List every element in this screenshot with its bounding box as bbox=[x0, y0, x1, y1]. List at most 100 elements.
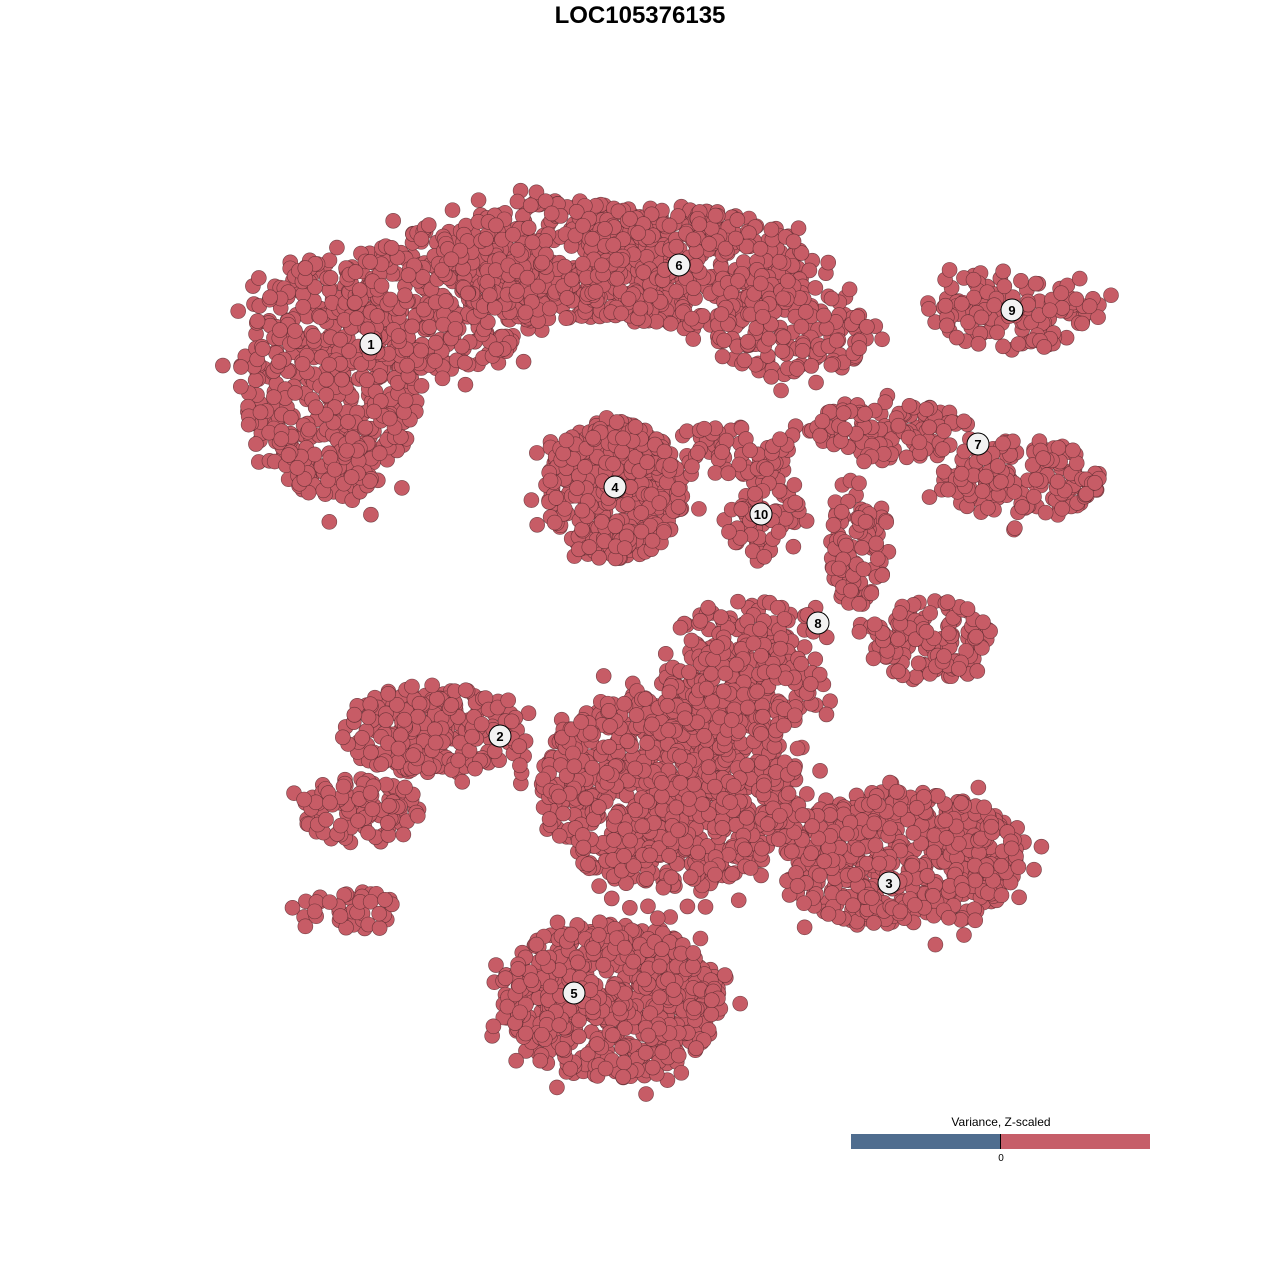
data-point bbox=[574, 255, 591, 272]
data-point bbox=[363, 506, 379, 523]
data-point bbox=[341, 343, 357, 359]
data-point bbox=[921, 489, 938, 505]
data-point bbox=[443, 697, 460, 713]
data-point bbox=[720, 465, 737, 482]
data-point bbox=[752, 275, 769, 292]
data-point bbox=[651, 989, 668, 1006]
data-point bbox=[796, 895, 812, 912]
data-point bbox=[587, 283, 604, 300]
data-point bbox=[812, 763, 828, 779]
data-point bbox=[585, 940, 602, 956]
data-point bbox=[888, 783, 905, 800]
data-point bbox=[346, 706, 363, 723]
data-point bbox=[904, 857, 921, 874]
data-point bbox=[758, 461, 775, 477]
data-point bbox=[362, 473, 378, 489]
data-point bbox=[993, 473, 1009, 490]
data-point bbox=[510, 961, 527, 977]
data-point bbox=[249, 313, 266, 329]
data-point bbox=[1071, 270, 1088, 287]
data-point bbox=[332, 331, 348, 348]
data-point bbox=[519, 269, 536, 286]
data-point bbox=[357, 419, 374, 436]
data-point bbox=[892, 801, 909, 817]
data-point bbox=[990, 458, 1006, 474]
data-point bbox=[865, 650, 882, 667]
data-point bbox=[272, 322, 288, 338]
data-point bbox=[845, 897, 861, 914]
data-point bbox=[326, 461, 343, 478]
data-point bbox=[397, 287, 413, 304]
data-point bbox=[874, 331, 890, 348]
data-point bbox=[918, 401, 935, 418]
data-point bbox=[373, 277, 390, 294]
data-point bbox=[703, 992, 720, 1008]
data-point bbox=[524, 234, 541, 251]
data-point bbox=[636, 971, 652, 988]
data-point bbox=[520, 220, 537, 236]
data-point bbox=[574, 502, 590, 519]
data-point bbox=[803, 358, 820, 374]
data-point bbox=[297, 918, 314, 935]
data-point bbox=[306, 446, 323, 463]
data-point bbox=[696, 420, 713, 437]
data-point bbox=[926, 844, 942, 861]
data-point bbox=[780, 273, 796, 289]
data-point bbox=[1037, 504, 1054, 521]
data-point bbox=[362, 785, 379, 801]
data-point bbox=[1081, 298, 1098, 314]
data-point bbox=[668, 238, 685, 255]
data-point bbox=[322, 270, 339, 286]
data-point bbox=[549, 914, 566, 931]
data-point bbox=[794, 343, 811, 359]
data-point bbox=[232, 378, 249, 395]
data-point bbox=[970, 336, 987, 352]
data-point bbox=[397, 779, 413, 796]
data-point bbox=[670, 1047, 687, 1064]
data-point bbox=[866, 915, 882, 931]
data-point bbox=[395, 826, 412, 843]
data-point bbox=[969, 663, 986, 679]
data-point bbox=[701, 236, 717, 252]
data-point bbox=[1013, 272, 1029, 289]
data-point bbox=[443, 251, 460, 268]
data-point bbox=[457, 682, 474, 699]
data-point bbox=[993, 887, 1010, 904]
data-point bbox=[929, 788, 946, 804]
data-point bbox=[812, 427, 828, 444]
data-point bbox=[385, 213, 401, 229]
data-point bbox=[371, 920, 388, 936]
data-point bbox=[522, 197, 539, 214]
data-point bbox=[520, 705, 537, 721]
data-point bbox=[321, 894, 338, 910]
data-point bbox=[485, 1018, 502, 1035]
data-point bbox=[457, 354, 473, 371]
data-point bbox=[563, 271, 580, 288]
data-point bbox=[823, 290, 840, 307]
data-point bbox=[649, 910, 666, 927]
data-point bbox=[665, 982, 682, 998]
data-point bbox=[820, 906, 837, 922]
data-point bbox=[854, 540, 870, 556]
data-point bbox=[301, 421, 317, 438]
data-point bbox=[700, 599, 716, 616]
data-point bbox=[505, 226, 521, 243]
data-point bbox=[411, 695, 428, 712]
data-point bbox=[689, 445, 706, 461]
data-point bbox=[363, 744, 379, 761]
data-point bbox=[733, 501, 750, 517]
data-point bbox=[727, 230, 744, 247]
data-point bbox=[233, 359, 249, 375]
data-point bbox=[919, 868, 936, 884]
data-point bbox=[287, 323, 303, 339]
data-point bbox=[721, 524, 737, 540]
data-point bbox=[855, 561, 872, 578]
data-point bbox=[703, 1006, 720, 1023]
data-point bbox=[630, 225, 646, 241]
data-point bbox=[329, 239, 345, 256]
data-point bbox=[608, 251, 625, 268]
data-point bbox=[959, 601, 976, 617]
data-point bbox=[332, 817, 349, 834]
data-point bbox=[427, 334, 444, 351]
data-point bbox=[534, 254, 550, 271]
